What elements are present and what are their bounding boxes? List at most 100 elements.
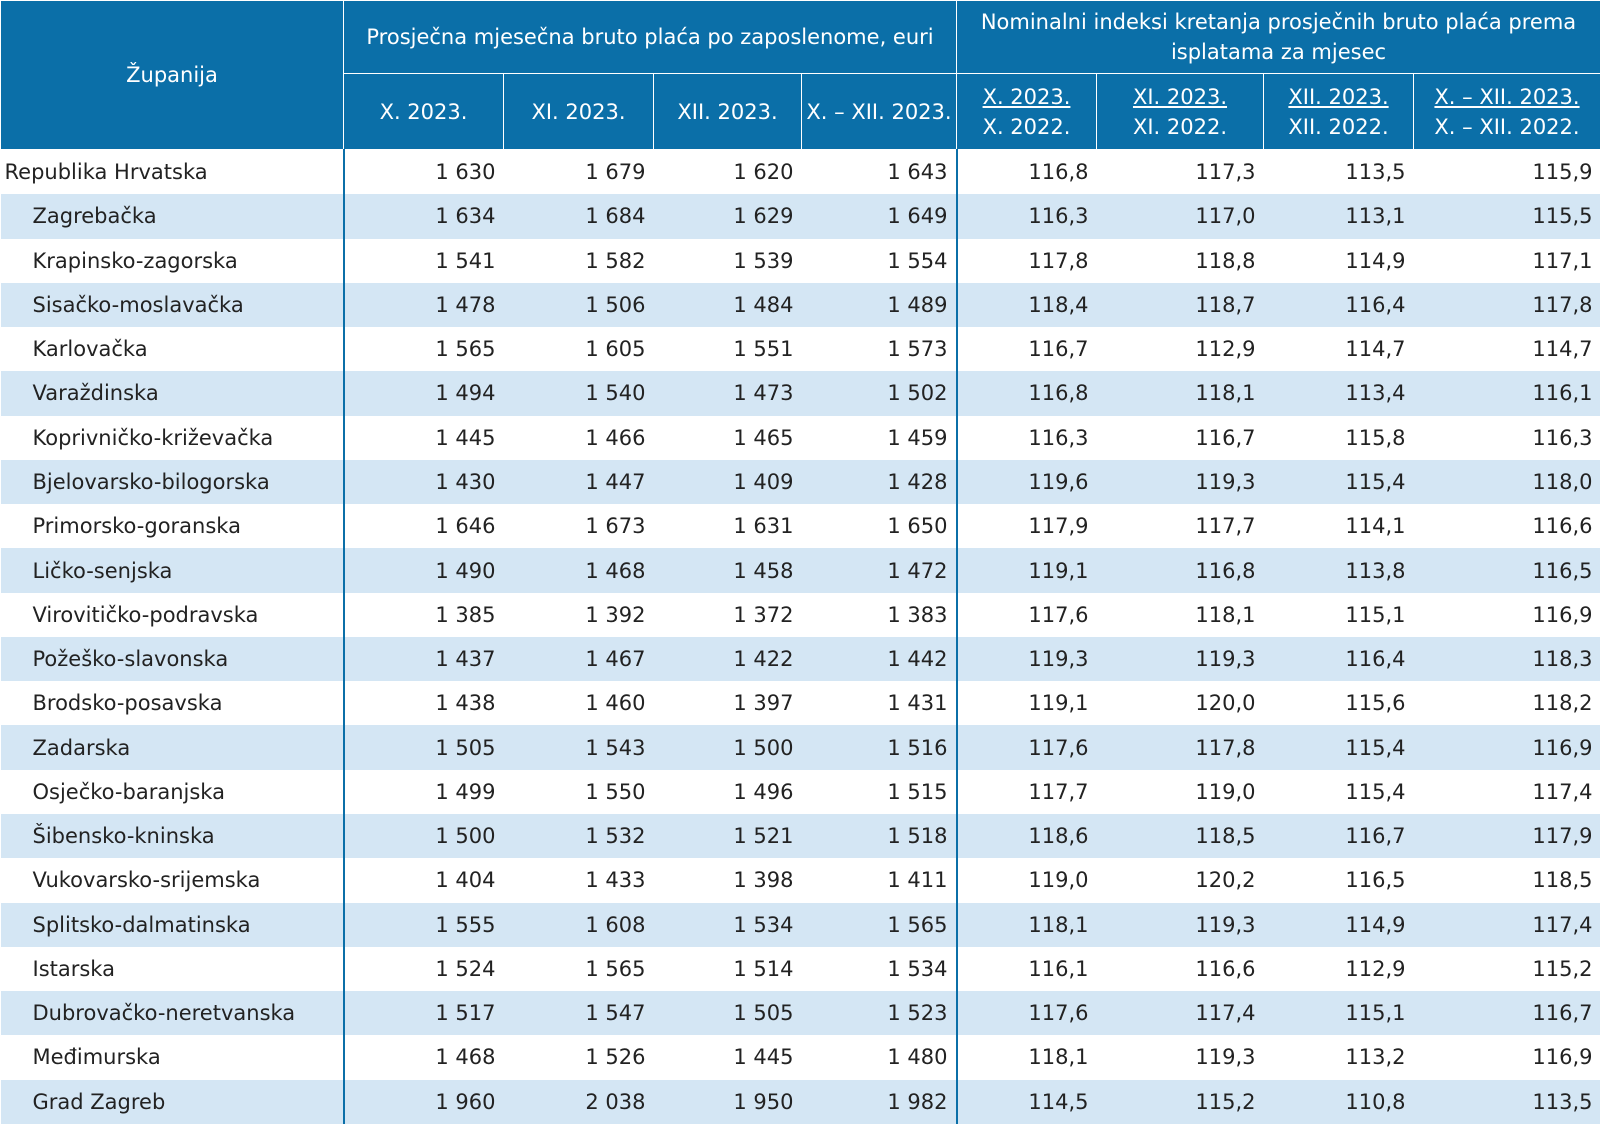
table-row: Grad Zagreb 1 960 2 038 1 950 1 982 114,5 115,…: [0, 1079, 1600, 1124]
index-cell: 117,8: [1413, 282, 1600, 328]
index-cell: 117,9: [1028, 514, 1089, 539]
wage-cell: 1 643: [801, 149, 958, 195]
county-name: Krapinsko-zagorska: [0, 238, 345, 283]
index-cell: 115,4: [1263, 725, 1414, 770]
county-name: Sisačko-moslavačka: [0, 282, 345, 328]
index-cell: 118,1: [1028, 1045, 1089, 1070]
wage-cell: 1 499: [435, 779, 496, 804]
wage-cell: 1 565: [585, 956, 646, 981]
county-name: Šibensko-kninska: [0, 813, 345, 859]
wage-cell: 1 516: [801, 725, 958, 770]
table-row: Istarska 1 524 1 565 1 514 1 534 116,1 116,6 11…: [0, 946, 1600, 992]
index-cell: 119,3: [1096, 902, 1264, 947]
index-cell: 113,1: [1263, 194, 1414, 239]
index-cell: 120,2: [1195, 868, 1256, 893]
index-cell: 119,0: [1195, 779, 1256, 804]
wage-cell: 1 500: [343, 813, 504, 859]
index-cell: 116,6: [1195, 956, 1256, 981]
wage-cell: 1 631: [733, 514, 794, 539]
wage-cell: 1 679: [585, 160, 646, 185]
wage-cell: 1 582: [585, 248, 646, 273]
wage-cell: 1 684: [503, 194, 654, 239]
wage-cell: 1 982: [801, 1079, 958, 1124]
wage-cell: 1 385: [435, 602, 496, 627]
wage-cell: 1 526: [585, 1045, 646, 1070]
table-row: Virovitičko-podravska 1 385 1 392 1 372 1 38…: [0, 592, 1600, 637]
table-row: Bjelovarsko-bilogorska 1 430 1 447 1 409 1 4…: [0, 459, 1600, 505]
wage-cell: 1 524: [435, 956, 496, 981]
wage-col-header: XII. 2023.: [653, 73, 802, 150]
table-row: Ličko-senjska 1 490 1 468 1 458 1 472 119,1 11…: [0, 548, 1600, 593]
index-cell: 113,5: [1345, 160, 1406, 185]
wage-cell: 1 422: [653, 636, 802, 682]
index-cell: 116,4: [1263, 282, 1414, 328]
wage-cell: 1 442: [801, 636, 958, 682]
index-col-numerator: X. 2023.: [982, 84, 1071, 109]
wage-cell: 1 484: [653, 282, 802, 328]
index-cell: 110,8: [1263, 1079, 1414, 1124]
index-cell: 112,9: [1345, 956, 1406, 981]
wage-cell: 1 431: [801, 681, 958, 726]
wage-cell: 1 541: [435, 248, 496, 273]
county-name: Ličko-senjska: [0, 548, 345, 593]
wage-cell: 1 433: [585, 868, 646, 893]
wage-cell: 1 465: [733, 425, 794, 450]
index-cell: 116,3: [956, 194, 1097, 239]
index-cell: 117,4: [1096, 991, 1264, 1036]
wage-cell: 1 428: [801, 459, 958, 505]
wage-cell: 1 490: [343, 548, 504, 593]
wage-cell: 1 494: [343, 371, 504, 416]
county-name: Republika Hrvatska: [0, 149, 345, 195]
index-cell: 117,8: [1096, 725, 1264, 770]
index-cell: 113,5: [1413, 1079, 1600, 1124]
index-col-denominator: XII. 2022.: [1288, 114, 1389, 139]
wage-cell: 1 473: [653, 371, 802, 416]
wage-cell: 1 502: [801, 371, 958, 416]
index-cell: 115,1: [1345, 602, 1406, 627]
county-name: Međimurska: [0, 1035, 345, 1080]
index-cell: 115,1: [1263, 991, 1414, 1036]
index-cell: 119,6: [956, 459, 1097, 505]
index-col-numerator: XI. 2023.: [1132, 84, 1228, 109]
index-cell: 115,4: [1345, 779, 1406, 804]
wage-cell: 1 411: [801, 858, 958, 903]
index-cell: 119,3: [1096, 459, 1264, 505]
index-col-numerator: X. – XII. 2023.: [1434, 84, 1580, 109]
index-cell: 115,4: [1263, 459, 1414, 505]
table-row: Primorsko-goranska 1 646 1 673 1 631 1 650 11…: [0, 504, 1600, 549]
index-cell: 113,4: [1263, 371, 1414, 416]
wage-cell: 1 521: [653, 813, 802, 859]
index-cell: 114,9: [1263, 902, 1414, 947]
index-cell: 117,8: [1028, 248, 1089, 273]
index-cell: 116,9: [1413, 725, 1600, 770]
index-cell: 116,5: [1345, 868, 1406, 893]
table-row: Dubrovačko-neretvanska 1 517 1 547 1 505 1 5…: [0, 991, 1600, 1036]
index-cell: 118,1: [1195, 602, 1256, 627]
county-name: Koprivničko-križevačka: [0, 415, 345, 460]
table-row: Karlovačka 1 565 1 605 1 551 1 573 116,7 112,9…: [0, 327, 1600, 372]
index-cell: 118,8: [1195, 248, 1256, 273]
index-cell: 118,2: [1532, 691, 1593, 716]
table-row: Zagrebačka 1 634 1 684 1 629 1 649 116,3 117,0…: [0, 194, 1600, 239]
wage-cell: 1 565: [801, 902, 958, 947]
index-cell: 116,7: [1195, 425, 1256, 450]
wage-cell: 1 634: [343, 194, 504, 239]
index-cell: 116,7: [1028, 337, 1089, 362]
index-cell: 114,9: [1345, 248, 1406, 273]
wage-cell: 1 496: [733, 779, 794, 804]
index-cell: 115,8: [1345, 425, 1406, 450]
table-row: Varaždinska 1 494 1 540 1 473 1 502 116,8 118,…: [0, 371, 1600, 416]
wage-cell: 1 543: [503, 725, 654, 770]
index-cell: 116,3: [1532, 425, 1593, 450]
wage-col-header: X. 2023.: [343, 73, 504, 150]
index-cell: 115,6: [1345, 691, 1406, 716]
index-cell: 118,1: [1096, 371, 1264, 416]
table-header: Županija Prosječna mjesečna bruto plaća …: [0, 0, 1600, 150]
index-cell: 116,7: [1413, 991, 1600, 1036]
table-body: Republika Hrvatska 1 630 1 679 1 620 1 643 11…: [0, 149, 1600, 1124]
county-name: Zadarska: [0, 725, 345, 770]
index-cell: 112,9: [1195, 337, 1256, 362]
wage-cell: 1 608: [503, 902, 654, 947]
wage-cell: 1 514: [733, 956, 794, 981]
wage-cell: 1 445: [733, 1045, 794, 1070]
